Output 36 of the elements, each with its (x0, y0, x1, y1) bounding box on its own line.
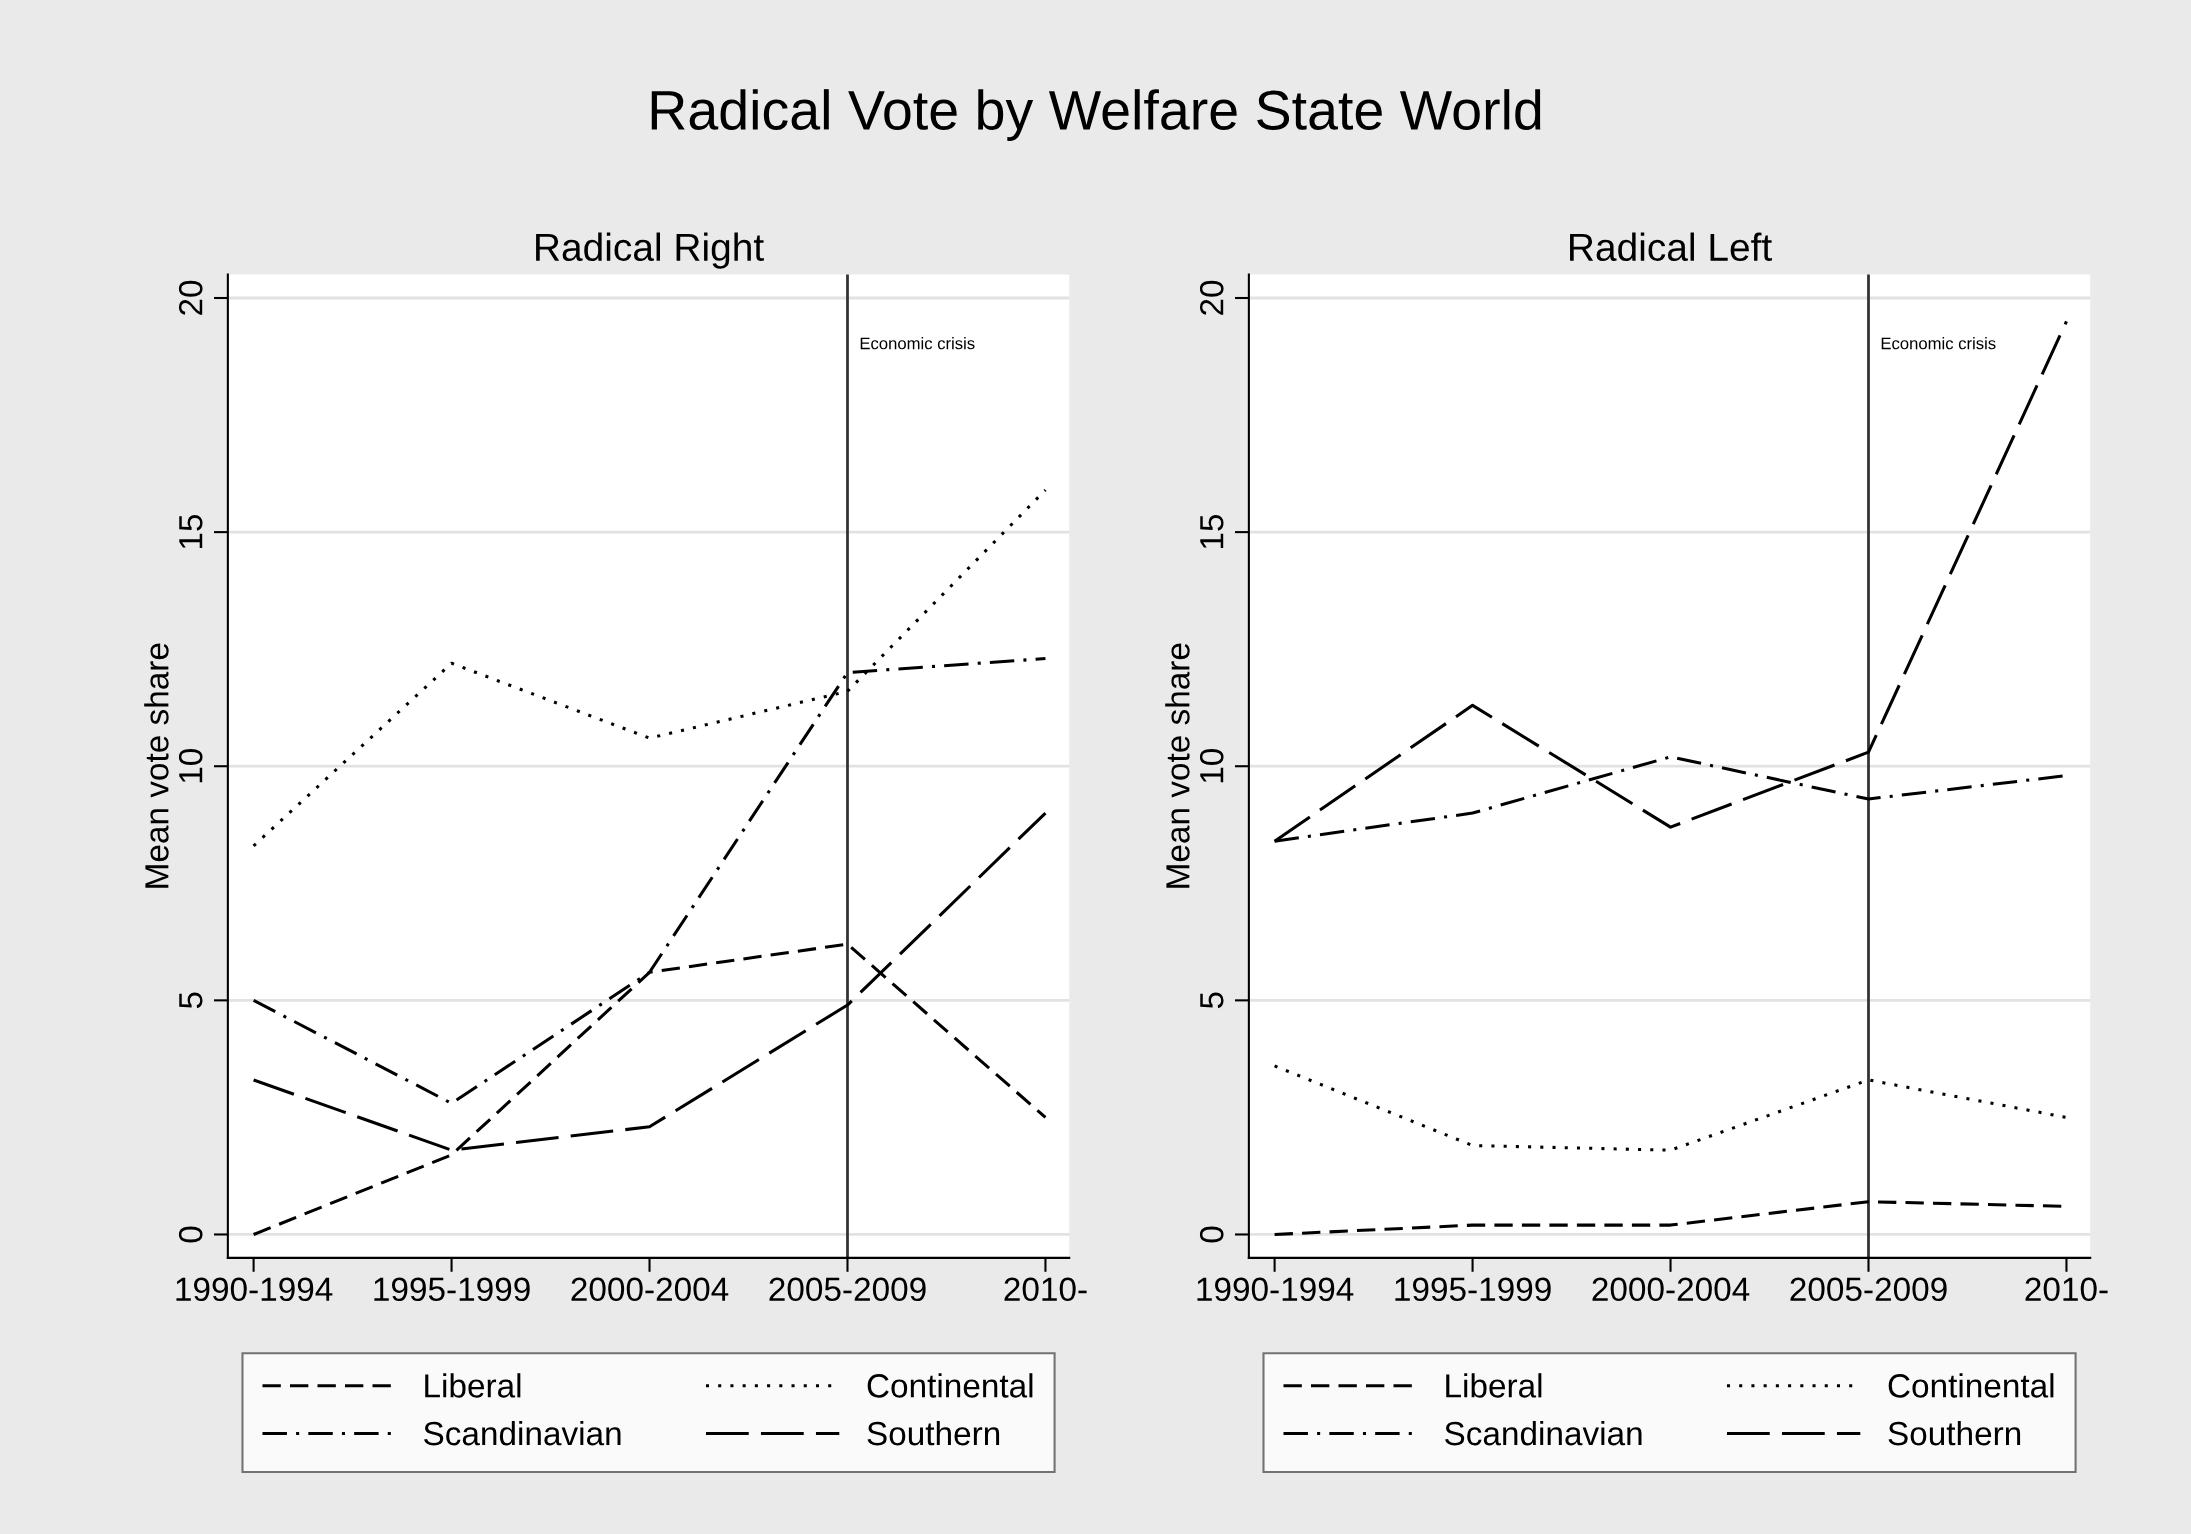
y-axis-title: Mean vote share (144, 643, 169, 888)
x-tick-label: 2010- (2025, 1277, 2108, 1302)
x-tick-label: 1990-1994 (1197, 1277, 1354, 1302)
x-tick-label: 2005-2009 (769, 1277, 926, 1302)
x-tick-label: 2000-2004 (1592, 1277, 1750, 1302)
y-tick-label: 5 (1200, 992, 1224, 1009)
legend-label: Southern (1888, 1420, 2021, 1446)
x-tick-label: 2005-2009 (1790, 1277, 1947, 1302)
x-tick-label: 1995-1999 (1395, 1277, 1551, 1302)
y-tick-label: 0 (178, 1226, 203, 1243)
chart-title: Radical Left (1570, 232, 1772, 262)
legend-label: Continental (867, 1373, 1033, 1398)
legend-label: Liberal (1446, 1373, 1542, 1398)
y-axis-title: Mean vote share (1165, 643, 1190, 888)
y-tick-label: 15 (179, 514, 203, 549)
y-tick-label: 20 (178, 280, 203, 315)
y-tick-label: 20 (1199, 280, 1224, 315)
y-tick-label: 15 (1200, 514, 1224, 549)
legend-label: Scandinavian (424, 1420, 621, 1446)
y-tick-label: 5 (179, 992, 203, 1009)
x-tick-label: 1990-1994 (176, 1277, 333, 1302)
ref-line-label: Economic crisis (1881, 337, 1996, 350)
y-tick-label: 10 (178, 749, 203, 783)
x-tick-label: 2010- (1004, 1277, 1087, 1302)
y-tick-label: 0 (1199, 1226, 1224, 1243)
ref-line-label: Economic crisis (860, 337, 975, 350)
legend-label: Scandinavian (1445, 1420, 1642, 1446)
x-tick-label: 2000-2004 (571, 1277, 729, 1302)
x-tick-label: 1995-1999 (374, 1277, 530, 1302)
legend-label: Continental (1888, 1373, 2054, 1398)
y-tick-label: 10 (1199, 749, 1224, 783)
chart-title: Radical Right (536, 232, 764, 269)
legend-label: Liberal (425, 1373, 521, 1398)
text: Radical Vote by Welfare State World (651, 89, 1541, 141)
line-series (1273, 1064, 2068, 1152)
legend-label: Southern (867, 1420, 1000, 1446)
